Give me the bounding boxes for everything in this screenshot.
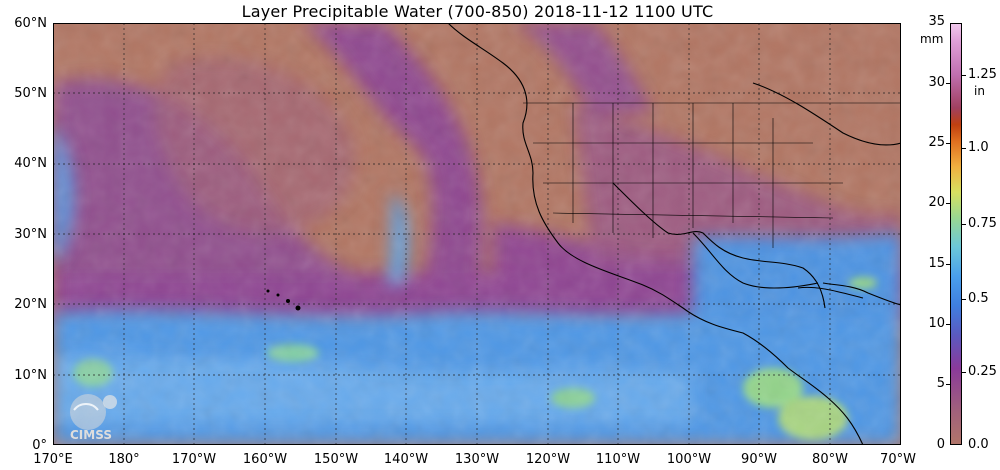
lon-label-160w: 160°W (242, 452, 288, 467)
colorbar-mm-0: 0 (936, 437, 945, 452)
colorbar-mm-10: 10 (928, 316, 945, 331)
colorbar-tick (946, 203, 950, 204)
colorbar-tick (946, 324, 950, 325)
lat-label-50: 50°N (14, 86, 47, 101)
colorbar-tick (962, 372, 966, 373)
colorbar-in-075: 0.75 (968, 216, 997, 231)
lat-label-40: 40°N (14, 156, 47, 171)
colorbar-mm-5: 5 (936, 376, 945, 391)
lat-label-10: 10°N (14, 368, 47, 383)
lon-label-100w: 100°W (666, 452, 712, 467)
lon-label-110w: 110°W (595, 452, 641, 467)
lon-label-150w: 150°W (313, 452, 359, 467)
lon-label-140w: 140°W (383, 452, 429, 467)
lat-label-20: 20°N (14, 297, 47, 312)
colorbar-tick (962, 148, 966, 149)
map-canvas (53, 23, 901, 445)
colorbar-tick (946, 384, 950, 385)
colorbar-mm-35: 35 (928, 14, 945, 29)
cimss-logo-text: CIMSS (70, 428, 112, 442)
colorbar-tick (962, 75, 966, 76)
colorbar-mm-25: 25 (928, 135, 945, 150)
colorbar (950, 23, 962, 445)
lat-label-0: 0° (32, 438, 47, 453)
lon-label-130w: 130°W (454, 452, 500, 467)
colorbar-in-050: 0.5 (968, 291, 989, 306)
colorbar-mm-15: 15 (928, 256, 945, 271)
colorbar-tick (962, 224, 966, 225)
colorbar-tick (946, 83, 950, 84)
colorbar-mm-30: 30 (928, 75, 945, 90)
lat-label-60: 60°N (14, 16, 47, 31)
lon-label-90w: 90°W (741, 452, 777, 467)
precipitable-water-map (53, 23, 901, 445)
colorbar-tick (946, 264, 950, 265)
lon-label-80w: 80°W (812, 452, 848, 467)
colorbar-mm-unit: mm (920, 32, 944, 46)
lon-label-180: 180° (108, 452, 140, 467)
lon-label-70w: 70°W (880, 452, 916, 467)
colorbar-mm-20: 20 (928, 195, 945, 210)
lon-label-170e: 170°E (33, 452, 73, 467)
colorbar-in-125: 1.25 (968, 67, 997, 82)
colorbar-in-unit: in (974, 84, 985, 98)
cimss-logo: CIMSS (58, 388, 130, 444)
lat-label-30: 30°N (14, 227, 47, 242)
colorbar-tick (946, 143, 950, 144)
colorbar-in-100: 1.0 (968, 140, 989, 155)
colorbar-in-025: 0.25 (968, 364, 997, 379)
colorbar-in-000: 0.0 (968, 437, 989, 452)
colorbar-tick (962, 299, 966, 300)
map-title: Layer Precipitable Water (700-850) 2018-… (241, 2, 714, 21)
lon-label-170w: 170°W (171, 452, 217, 467)
lon-label-120w: 120°W (525, 452, 571, 467)
